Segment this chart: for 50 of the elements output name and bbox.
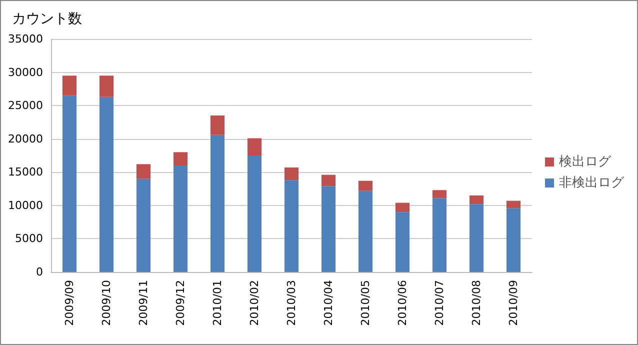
x-tick-label: 2010/04 [322,280,335,326]
x-tick-label: 2010/02 [248,280,261,326]
bar [506,200,521,208]
bar [321,174,336,186]
y-tick-label: 25000 [8,99,43,112]
bar [432,190,447,198]
bar [136,164,151,179]
chart-title: カウント数 [12,11,82,27]
bar [469,204,484,272]
x-tick-label: 2010/09 [507,280,520,326]
y-tick-label: 5000 [15,232,43,246]
x-tick-label: 2010/05 [359,280,372,326]
legend-label: 非検出ログ [559,176,625,190]
bar [358,190,373,272]
x-tick-label: 2010/01 [211,280,224,326]
bar [284,167,299,180]
bar [247,156,262,272]
bar [173,165,188,272]
y-tick-label: 20000 [8,132,43,146]
bar [469,195,484,204]
y-tick-label: 0 [36,266,43,278]
bar [99,96,114,272]
bar [358,180,373,191]
y-tick-label: 15000 [8,166,43,179]
x-tick-label: 2009/10 [100,280,113,326]
bar [173,152,188,166]
bar [99,76,114,97]
bar [247,138,262,156]
bar [432,198,447,272]
bar [284,180,299,272]
x-tick-label: 2010/06 [396,280,409,326]
x-tick-label: 2010/07 [433,280,446,326]
legend-label: 検出ログ [559,154,612,170]
bar [210,116,225,135]
bar [62,76,77,96]
bar [395,202,410,212]
bar [321,186,336,272]
y-tick-label: 10000 [8,198,43,212]
bar [506,208,521,272]
x-tick-label: 2009/11 [137,280,150,326]
x-tick-label: 2009/12 [174,280,187,326]
bar [136,178,151,272]
x-tick-label: 2010/08 [470,280,483,326]
x-tick-label: 2010/03 [285,280,298,326]
y-tick-label: 35000 [8,32,43,46]
y-tick-label: 30000 [8,66,43,79]
x-tick-label: 2009/09 [63,280,76,326]
bar [62,96,77,272]
bar [210,134,225,272]
bar [395,212,410,272]
